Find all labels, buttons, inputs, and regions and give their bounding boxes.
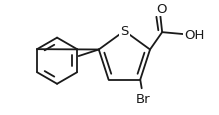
Text: S: S (120, 25, 129, 38)
Text: O: O (156, 3, 166, 16)
Text: OH: OH (185, 28, 205, 41)
Text: Br: Br (136, 93, 150, 105)
